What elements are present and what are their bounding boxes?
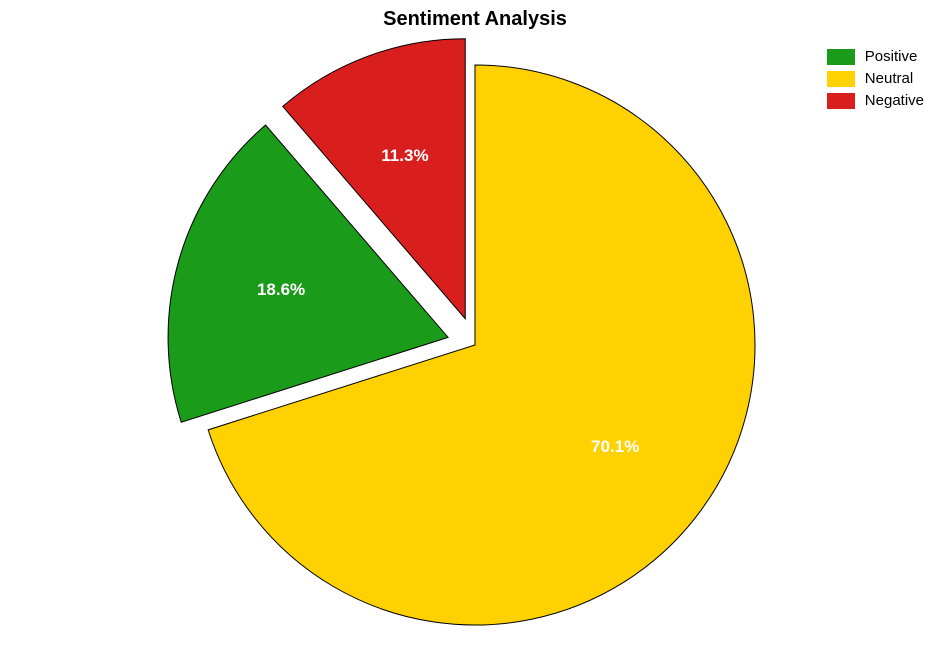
legend-item-negative: Negative xyxy=(827,92,924,109)
legend-swatch-neutral xyxy=(827,71,855,87)
legend-label-negative: Negative xyxy=(865,92,924,109)
sentiment-pie-chart: Sentiment Analysis PositiveNeutralNegati… xyxy=(0,0,950,662)
legend-label-neutral: Neutral xyxy=(865,70,913,87)
legend-item-neutral: Neutral xyxy=(827,70,924,87)
legend-swatch-negative xyxy=(827,93,855,109)
slice-label-negative: 11.3% xyxy=(381,146,428,166)
slice-label-positive: 18.6% xyxy=(257,280,305,300)
chart-legend: Positive Neutral Negative xyxy=(827,48,924,114)
pie-svg xyxy=(0,0,950,662)
legend-swatch-positive xyxy=(827,49,855,65)
slice-label-neutral: 70.1% xyxy=(591,437,639,457)
legend-item-positive: Positive xyxy=(827,48,924,65)
legend-label-positive: Positive xyxy=(865,48,918,65)
